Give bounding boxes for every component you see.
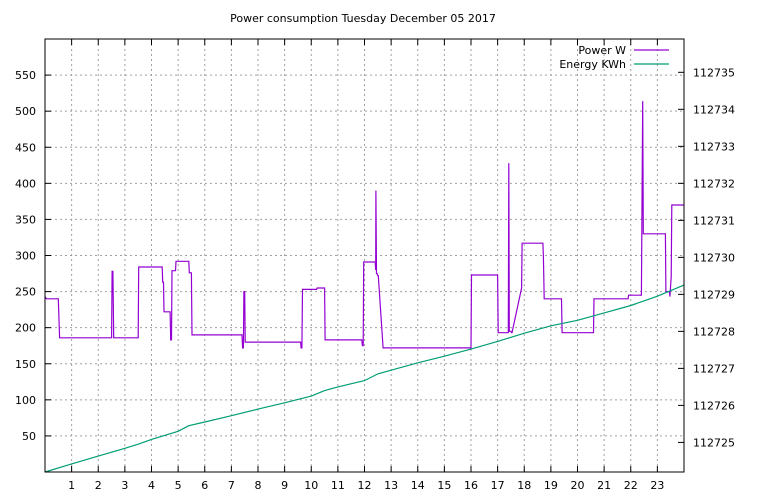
- x-tick-label: 12: [358, 479, 372, 492]
- y-tick-label: 400: [15, 177, 36, 190]
- y2-tick-label: 112730: [693, 251, 735, 264]
- y-axis-left: 50 100 150 200 250 300 350 400 450 500 550: [15, 69, 51, 443]
- y2-tick-label: 112726: [693, 399, 735, 412]
- y-tick-label: 550: [15, 69, 36, 82]
- y2-tick-label: 112729: [693, 288, 735, 301]
- power-w-series-line: [44, 101, 684, 349]
- x-tick-label: 4: [148, 479, 155, 492]
- x-tick-label: 21: [597, 479, 611, 492]
- x-tick-label: 3: [121, 479, 128, 492]
- y-tick-label: 200: [15, 322, 36, 335]
- x-tick-label: 18: [517, 479, 531, 492]
- y-tick-label: 500: [15, 105, 36, 118]
- x-tick-label: 11: [331, 479, 345, 492]
- x-tick-label: 19: [544, 479, 558, 492]
- x-tick-label: 16: [464, 479, 478, 492]
- x-tick-label: 6: [201, 479, 208, 492]
- y2-tick-label: 112725: [693, 436, 735, 449]
- y2-tick-label: 112734: [693, 103, 735, 116]
- plot-area: [44, 101, 685, 473]
- y2-tick-label: 112728: [693, 325, 735, 338]
- y2-tick-label: 112732: [693, 177, 735, 190]
- grid-lines: [45, 39, 684, 472]
- y-axis-right: 112725 112726 112727 112728 112729 112730 1127…: [678, 66, 735, 449]
- y-tick-label: 250: [15, 286, 36, 299]
- y-tick-label: 450: [15, 141, 36, 154]
- x-tick-label: 7: [228, 479, 235, 492]
- x-tick-label: 13: [384, 479, 398, 492]
- x-tick-label: 9: [281, 479, 288, 492]
- legend-label-power: Power W: [578, 44, 626, 57]
- x-tick-label: 10: [304, 479, 318, 492]
- plot-border: [44, 38, 685, 473]
- x-tick-label: 23: [650, 479, 664, 492]
- x-tick-label: 22: [624, 479, 638, 492]
- x-tick-label: 1: [68, 479, 75, 492]
- x-tick-label: 20: [571, 479, 585, 492]
- y-tick-label: 100: [15, 394, 36, 407]
- energy-kwh-series-line: [44, 284, 685, 473]
- x-tick-label: 14: [411, 479, 425, 492]
- y-tick-label: 300: [15, 250, 36, 263]
- y2-tick-label: 112727: [693, 362, 735, 375]
- y2-tick-label: 112731: [693, 214, 735, 227]
- x-tick-label: 5: [175, 479, 182, 492]
- chart-title: Power consumption Tuesday December 05 20…: [230, 12, 496, 25]
- x-tick-label: 8: [255, 479, 262, 492]
- y-tick-label: 50: [22, 430, 36, 443]
- y2-tick-label: 112735: [693, 66, 735, 79]
- y-tick-label: 150: [15, 358, 36, 371]
- legend-label-energy: Energy KWh: [559, 58, 626, 71]
- x-tick-label: 15: [437, 479, 451, 492]
- y-tick-label: 350: [15, 213, 36, 226]
- x-tick-label: 2: [95, 479, 102, 492]
- x-axis: 1 2 3 4 5 6 7 8 9 10 11 12 13 14 15 16 17 18 19 20 21 22 23: [68, 39, 664, 492]
- y2-tick-label: 112733: [693, 140, 735, 153]
- x-tick-label: 17: [491, 479, 505, 492]
